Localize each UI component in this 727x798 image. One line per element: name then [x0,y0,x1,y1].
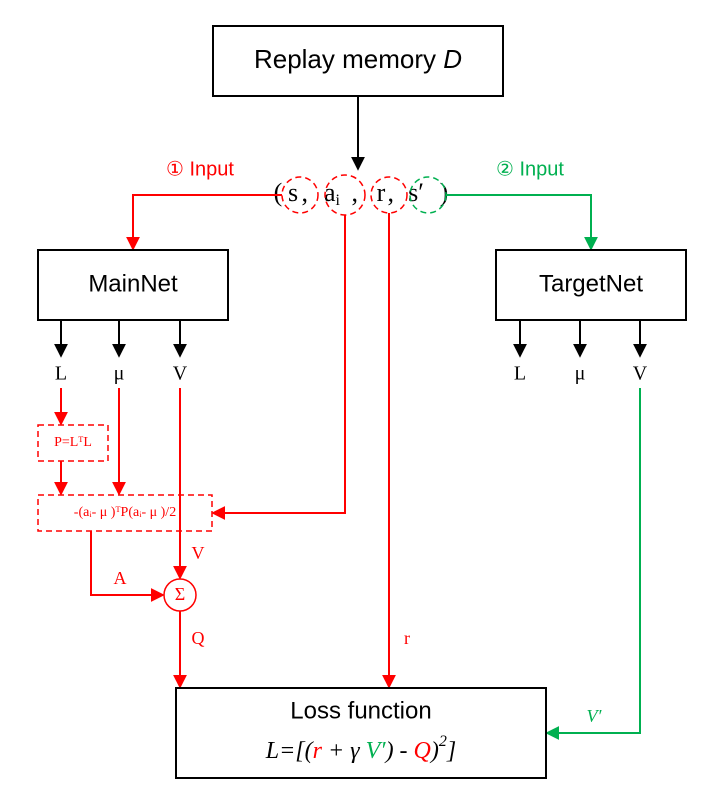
edge-targetV-to-loss [548,388,640,733]
A-label: A [114,568,127,588]
mainnet-out-V-label: V [173,363,188,385]
input1-label: ① Input [166,158,234,180]
r-label: r [404,628,410,648]
sigma-label: Σ [175,584,185,604]
edge-A-to-sigma [91,531,162,595]
input2-label: ② Input [496,158,564,180]
V-label: V [192,543,205,563]
p-eq-label: P=LᵀL [54,435,92,450]
targetnet-out-L-label: L [514,363,526,385]
Q-label: Q [192,628,205,648]
replay-memory-label: Replay memory D [254,44,462,74]
loss-title: Loss function [290,697,431,724]
targetnet-out-mu-label: μ [575,363,586,385]
Vprime-label: V′ [587,706,603,726]
edge-s-to-mainnet [133,195,282,248]
mainnet-out-mu-label: μ [114,363,125,385]
mainnet-out-L-label: L [55,363,67,385]
edge-sp-to-targetnet [446,195,591,248]
mainnet-label: MainNet [88,270,178,297]
targetnet-out-V-label: V [633,363,648,385]
targetnet-label: TargetNet [539,270,643,297]
a-eq-label: -(aᵢ- μ )ᵀP(aᵢ- μ )/2 [74,505,176,520]
loss-equation: L=[(r + γ V′) - Q)2] [265,733,456,764]
edge-ai-to-A [214,215,345,513]
